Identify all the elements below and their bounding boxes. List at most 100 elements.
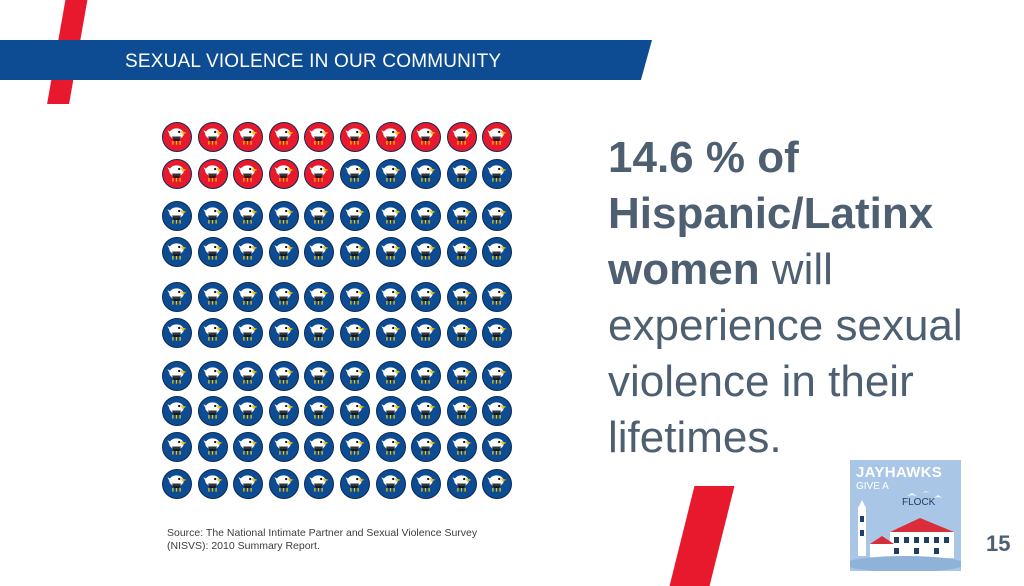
person-icon	[268, 282, 299, 312]
person-icon	[162, 201, 192, 231]
person-icon	[482, 282, 513, 312]
person-icon	[340, 237, 370, 267]
logo-text: GIVE A	[856, 481, 889, 492]
person-icon	[268, 201, 299, 231]
person-icon	[340, 201, 370, 231]
person-icon-affected	[304, 122, 335, 152]
person-icon	[268, 318, 299, 348]
person-icon	[446, 318, 477, 348]
person-icon	[411, 469, 442, 499]
red-slash-decoration	[669, 486, 735, 586]
person-icon	[340, 469, 370, 499]
person-icon	[304, 396, 335, 426]
person-icon	[162, 469, 192, 499]
person-icon	[446, 237, 477, 267]
person-icon	[233, 469, 264, 499]
person-icon	[268, 432, 299, 462]
person-icon	[304, 282, 335, 312]
person-icon	[482, 361, 513, 391]
pictograph-grid	[160, 119, 520, 509]
jayhawks-give-a-flock-logo: JAYHAWKS GIVE A FLOCK	[850, 460, 961, 571]
person-icon	[233, 318, 264, 348]
person-icon	[197, 201, 228, 231]
person-icon	[268, 469, 299, 499]
person-icon	[375, 361, 406, 391]
person-icon	[411, 282, 442, 312]
person-icon-affected	[233, 122, 264, 152]
person-icon	[482, 201, 513, 231]
person-icon	[446, 396, 477, 426]
person-icon-affected	[268, 122, 299, 152]
person-icon	[304, 201, 335, 231]
person-icon-affected	[375, 122, 406, 152]
page-number: 15	[986, 531, 1011, 556]
person-icon	[197, 318, 228, 348]
person-icon	[162, 237, 192, 267]
person-icon	[304, 237, 335, 267]
person-icon	[411, 396, 442, 426]
person-icon	[268, 361, 299, 391]
person-icon	[304, 469, 335, 499]
person-icon	[446, 432, 477, 462]
person-icon-affected	[162, 159, 192, 189]
source-line: (NISVS): 2010 Summary Report.	[167, 540, 320, 552]
person-icon	[340, 361, 370, 391]
logo-text: JAYHAWKS	[856, 464, 943, 481]
person-icon	[482, 318, 513, 348]
campus-building-illustration	[850, 491, 961, 571]
person-icon	[162, 318, 192, 348]
person-icon	[340, 432, 370, 462]
statistic-text: will experience sexual violence in their…	[608, 245, 963, 462]
person-icon	[446, 282, 477, 312]
person-icon	[375, 432, 406, 462]
person-icon	[233, 361, 264, 391]
person-icon	[375, 396, 406, 426]
person-icon	[340, 396, 370, 426]
person-icon-affected	[446, 122, 477, 152]
person-icon	[375, 469, 406, 499]
person-icon	[304, 432, 335, 462]
person-icon	[446, 159, 477, 189]
person-icon	[375, 159, 406, 189]
person-icon	[340, 282, 370, 312]
person-icon	[411, 237, 442, 267]
statistic-highlight: 14.6 % of Hispanic/Latinx women	[608, 133, 934, 294]
person-icon	[446, 469, 477, 499]
person-icon	[482, 237, 513, 267]
person-icon	[233, 396, 264, 426]
person-icon	[482, 432, 513, 462]
person-icon	[268, 237, 299, 267]
person-icon	[411, 318, 442, 348]
person-icon	[446, 361, 477, 391]
person-icon	[197, 469, 228, 499]
person-icon	[446, 201, 477, 231]
person-icon	[411, 201, 442, 231]
person-icon-affected	[268, 159, 299, 189]
person-icon	[233, 237, 264, 267]
person-icon	[162, 361, 192, 391]
person-icon	[482, 159, 513, 189]
person-icon-affected	[304, 159, 335, 189]
statistic-statement: 14.6 % of Hispanic/Latinx women will exp…	[608, 130, 1008, 466]
person-icon	[411, 361, 442, 391]
person-icon	[197, 432, 228, 462]
person-icon-affected	[162, 122, 192, 152]
person-icon	[197, 282, 228, 312]
person-icon	[197, 396, 228, 426]
person-icon	[268, 396, 299, 426]
person-icon	[304, 318, 335, 348]
person-icon	[375, 237, 406, 267]
source-line: Source: The National Intimate Partner an…	[167, 527, 478, 539]
person-icon	[162, 432, 192, 462]
logo-text: FLOCK	[902, 497, 936, 508]
person-icon	[375, 201, 406, 231]
person-icon	[197, 237, 228, 267]
person-icon	[482, 396, 513, 426]
person-icon	[340, 318, 370, 348]
person-icon-affected	[197, 159, 228, 189]
title-banner: SEXUAL VIOLENCE IN OUR COMMUNITY	[0, 40, 652, 80]
person-icon	[233, 201, 264, 231]
person-icon	[375, 318, 406, 348]
person-icon	[197, 361, 228, 391]
source-citation: Source: The National Intimate Partner an…	[167, 527, 507, 553]
